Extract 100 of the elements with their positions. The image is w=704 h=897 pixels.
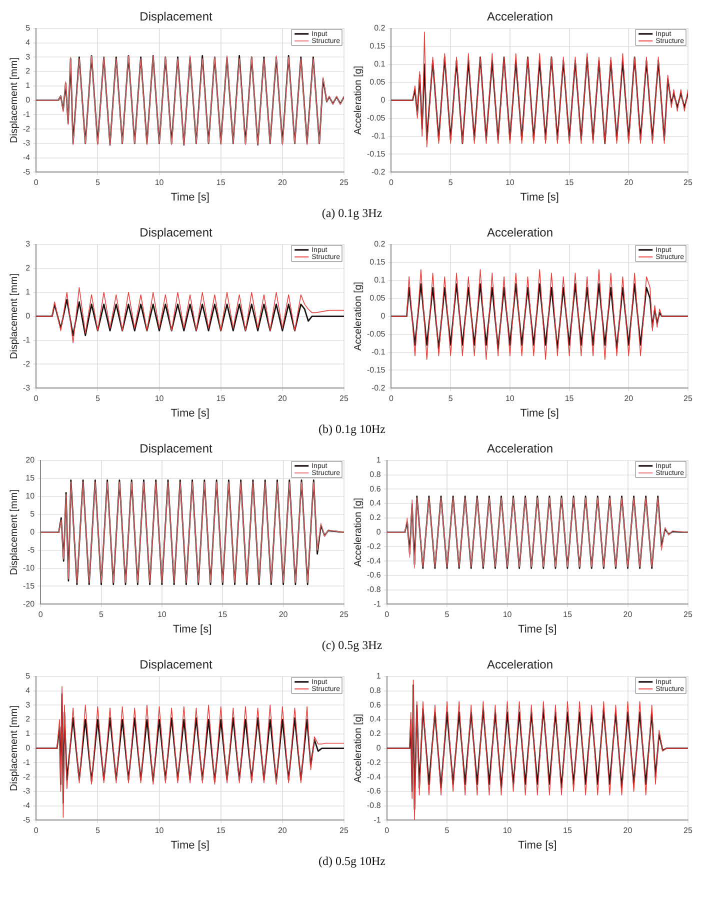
x-tick-label: 5 <box>448 178 454 188</box>
y-tick-label: 0 <box>26 312 31 321</box>
y-tick-label: -0.15 <box>367 149 386 158</box>
y-tick-label: -20 <box>23 599 36 608</box>
y-tick-label: 0.05 <box>370 78 386 87</box>
y-tick-label: 0.2 <box>370 513 382 522</box>
y-tick-label: -1 <box>374 599 382 608</box>
y-axis-title: Acceleration [g] <box>352 714 364 783</box>
y-tick-label: 0 <box>30 528 36 537</box>
y-tick-label: 0.6 <box>370 700 382 710</box>
y-tick-label: 0 <box>376 528 382 537</box>
x-tick-label: 15 <box>216 178 226 188</box>
y-tick-label: -1 <box>22 758 31 767</box>
y-tick-label: 2 <box>26 66 31 76</box>
x-tick-label: 15 <box>216 394 226 404</box>
y-tick-label: -5 <box>27 545 36 554</box>
x-tick-label: 5 <box>95 826 100 836</box>
x-tick-label: 25 <box>684 394 693 404</box>
x-tick-label: 15 <box>218 610 228 620</box>
y-tick-label: 4 <box>26 38 31 47</box>
y-tick-label: 1 <box>376 456 382 465</box>
x-tick-label: 10 <box>154 394 164 404</box>
y-tick-label: -0.6 <box>366 570 382 580</box>
y-tick-label: 1 <box>26 81 31 90</box>
y-axis-title: Acceleration [g] <box>352 282 364 351</box>
y-tick-label: -1 <box>22 110 31 119</box>
y-tick-label: 0.4 <box>370 714 382 724</box>
y-tick-label: 1 <box>26 729 31 738</box>
x-tick-label: 15 <box>563 610 573 620</box>
y-tick-label: -0.2 <box>366 758 382 767</box>
y-tick-label: -0.1 <box>371 347 386 356</box>
y-tick-label: -0.8 <box>366 585 382 594</box>
x-tick-label: 5 <box>448 394 454 404</box>
x-tick-label: 10 <box>502 610 512 620</box>
y-tick-label: 0 <box>380 96 386 105</box>
y-tick-label: -0.4 <box>366 772 382 782</box>
y-tick-label: 0.2 <box>374 24 386 33</box>
y-tick-label: 1 <box>26 288 31 297</box>
x-axis-title: Time [s] <box>518 623 557 636</box>
y-tick-label: -4 <box>22 801 31 810</box>
x-axis-title: Time [s] <box>518 839 557 852</box>
chart-title: Displacement <box>140 10 214 24</box>
x-tick-label: 0 <box>38 610 44 620</box>
y-tick-label: 1 <box>376 672 382 681</box>
x-tick-label: 25 <box>340 394 349 404</box>
x-tick-label: 15 <box>564 394 574 404</box>
y-axis-title: Displacement [mm] <box>8 57 20 144</box>
y-tick-label: 5 <box>30 510 36 519</box>
text: (b) 0.1g 10Hz <box>318 422 386 437</box>
y-tick-label: 0.8 <box>370 470 382 479</box>
y-tick-label: -0.2 <box>371 383 386 392</box>
x-tick-label: 25 <box>340 826 349 836</box>
x-tick-label: 5 <box>95 394 100 404</box>
x-tick-label: 10 <box>505 394 515 404</box>
x-axis-title: Time [s] <box>520 191 559 204</box>
x-tick-label: 20 <box>624 178 634 188</box>
x-tick-label: 25 <box>684 610 693 620</box>
x-tick-label: 25 <box>684 826 693 836</box>
x-tick-label: 15 <box>563 826 573 836</box>
y-tick-label: -5 <box>22 815 31 824</box>
y-tick-label: 0 <box>380 312 386 321</box>
y-tick-label: -3 <box>22 138 31 148</box>
x-tick-label: 10 <box>154 826 164 836</box>
y-tick-label: -15 <box>23 581 36 590</box>
y-tick-label: -5 <box>22 167 31 176</box>
x-tick-label: 10 <box>154 178 164 188</box>
y-tick-label: -2 <box>22 359 31 368</box>
chart-title: Acceleration <box>486 658 554 672</box>
y-tick-label: 4 <box>26 686 31 695</box>
x-tick-label: 5 <box>95 178 100 188</box>
y-tick-label: 10 <box>26 492 36 501</box>
y-tick-label: 0.6 <box>370 484 382 494</box>
y-tick-label: 0 <box>26 744 31 753</box>
y-tick-label: -1 <box>22 335 31 344</box>
text: (c) 0.5g 3Hz <box>320 638 384 653</box>
chart-title: Displacement <box>140 442 214 456</box>
x-tick-label: 20 <box>278 826 288 836</box>
y-tick-label: 0.8 <box>370 686 382 695</box>
y-tick-label: 0.4 <box>370 498 382 508</box>
y-tick-label: -2 <box>22 124 31 134</box>
y-tick-label: 0.15 <box>370 258 386 267</box>
y-axis-title: Displacement [mm] <box>8 273 20 360</box>
chart-title: Acceleration <box>486 10 554 24</box>
y-tick-label: 3 <box>26 52 31 62</box>
y-tick-label: 2 <box>26 714 31 724</box>
y-tick-label: -3 <box>22 383 31 392</box>
y-tick-label: 2 <box>26 264 31 273</box>
x-axis-title: Time [s] <box>170 839 210 852</box>
x-tick-label: 0 <box>389 394 394 404</box>
x-tick-label: 15 <box>216 826 226 836</box>
y-tick-label: -4 <box>22 153 31 162</box>
x-tick-label: 0 <box>389 178 394 188</box>
y-tick-label: 0.2 <box>374 240 386 249</box>
y-tick-label: -1 <box>374 815 382 824</box>
x-axis-title: Time [s] <box>172 623 212 636</box>
chart-title: Displacement <box>140 226 214 240</box>
y-axis-title: Displacement [mm] <box>8 705 20 792</box>
x-tick-label: 5 <box>444 826 450 836</box>
x-tick-label: 20 <box>623 610 633 620</box>
y-tick-label: 0 <box>376 744 382 753</box>
